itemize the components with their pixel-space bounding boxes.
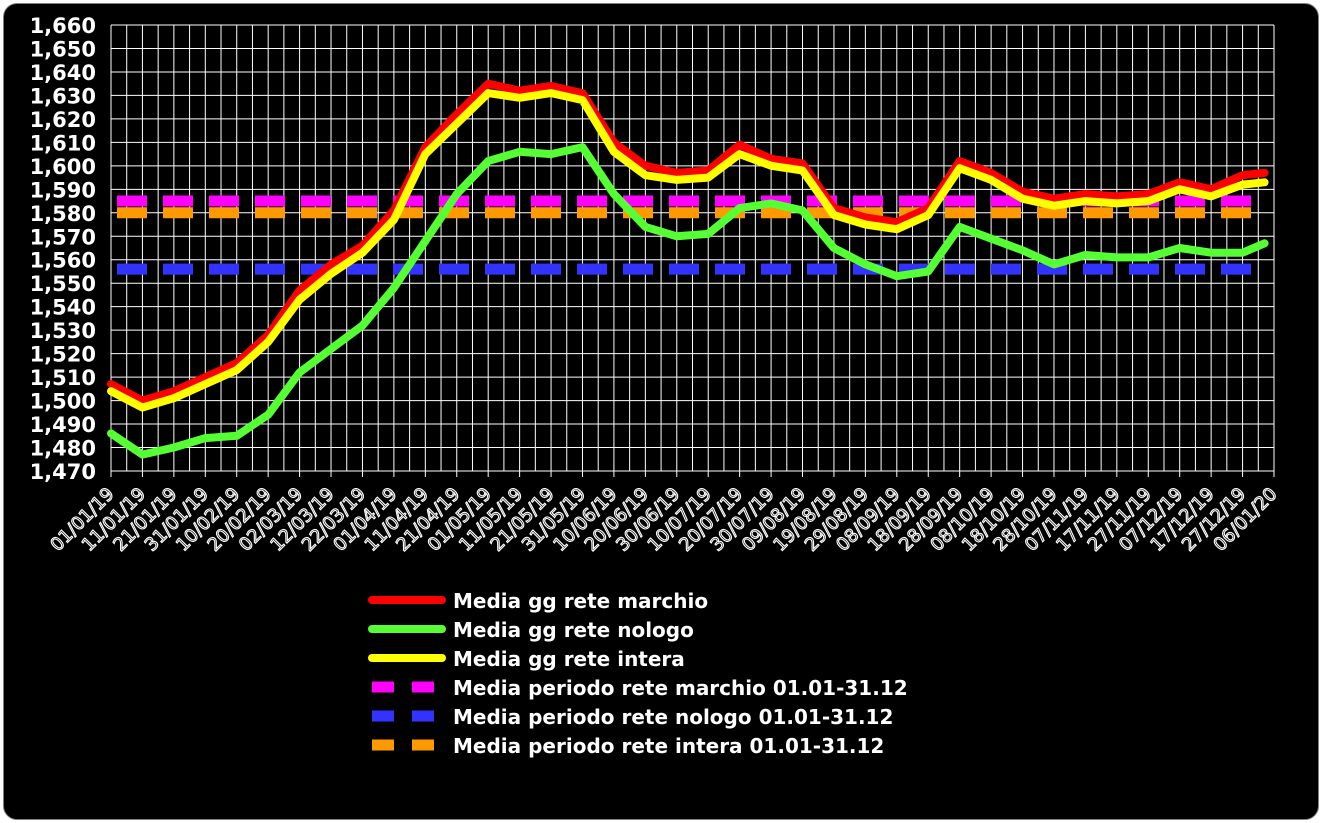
series-line xyxy=(107,89,1269,412)
y-axis-labels: 1,4701,4801,4901,5001,5101,5201,5301,540… xyxy=(30,14,96,484)
legend-label: Media gg rete marchio xyxy=(453,589,708,613)
legend-label: Media gg rete nologo xyxy=(453,618,694,642)
y-tick-label: 1,630 xyxy=(30,84,96,108)
legend-label: Media gg rete intera xyxy=(453,647,685,671)
legend-label: Media periodo rete marchio 01.01-31.12 xyxy=(453,676,908,700)
legend-label: Media periodo rete nologo 01.01-31.12 xyxy=(453,705,893,729)
series-line xyxy=(107,79,1269,405)
y-tick-label: 1,590 xyxy=(30,178,96,202)
reference-lines xyxy=(117,195,1262,275)
series-line xyxy=(107,143,1269,459)
legend: Media gg rete marchio Media gg rete nolog… xyxy=(368,589,908,758)
y-tick-label: 1,540 xyxy=(30,296,96,320)
line-chart: 1,4701,4801,4901,5001,5101,5201,5301,540… xyxy=(30,14,1283,758)
y-tick-label: 1,560 xyxy=(30,249,96,273)
y-tick-label: 1,650 xyxy=(30,37,96,61)
grid-layer xyxy=(110,24,1275,477)
series-lines xyxy=(107,79,1269,459)
y-tick-label: 1,570 xyxy=(30,225,96,249)
y-tick-label: 1,640 xyxy=(30,61,96,85)
y-tick-label: 1,610 xyxy=(30,131,96,155)
legend-label: Media periodo rete intera 01.01-31.12 xyxy=(453,734,884,758)
y-tick-label: 1,520 xyxy=(30,343,96,367)
x-axis-labels: 01/01/1911/01/1921/01/1931/01/1910/02/19… xyxy=(46,483,1282,556)
y-tick-label: 1,660 xyxy=(30,14,96,38)
y-tick-label: 1,550 xyxy=(30,272,96,296)
y-tick-label: 1,580 xyxy=(30,202,96,226)
y-tick-label: 1,510 xyxy=(30,366,96,390)
y-tick-label: 1,620 xyxy=(30,108,96,132)
chart-frame: 1,470 1,480 1,490 1,500 1,510 1,520 1,530 1,540… xyxy=(3,3,1319,820)
y-tick-label: 1,530 xyxy=(30,319,96,343)
y-tick-label: 1,490 xyxy=(30,413,96,437)
y-tick-label: 1,480 xyxy=(30,437,96,461)
y-tick-label: 1,470 xyxy=(30,460,96,484)
y-tick-label: 1,500 xyxy=(30,390,96,414)
y-tick-label: 1,600 xyxy=(30,155,96,179)
